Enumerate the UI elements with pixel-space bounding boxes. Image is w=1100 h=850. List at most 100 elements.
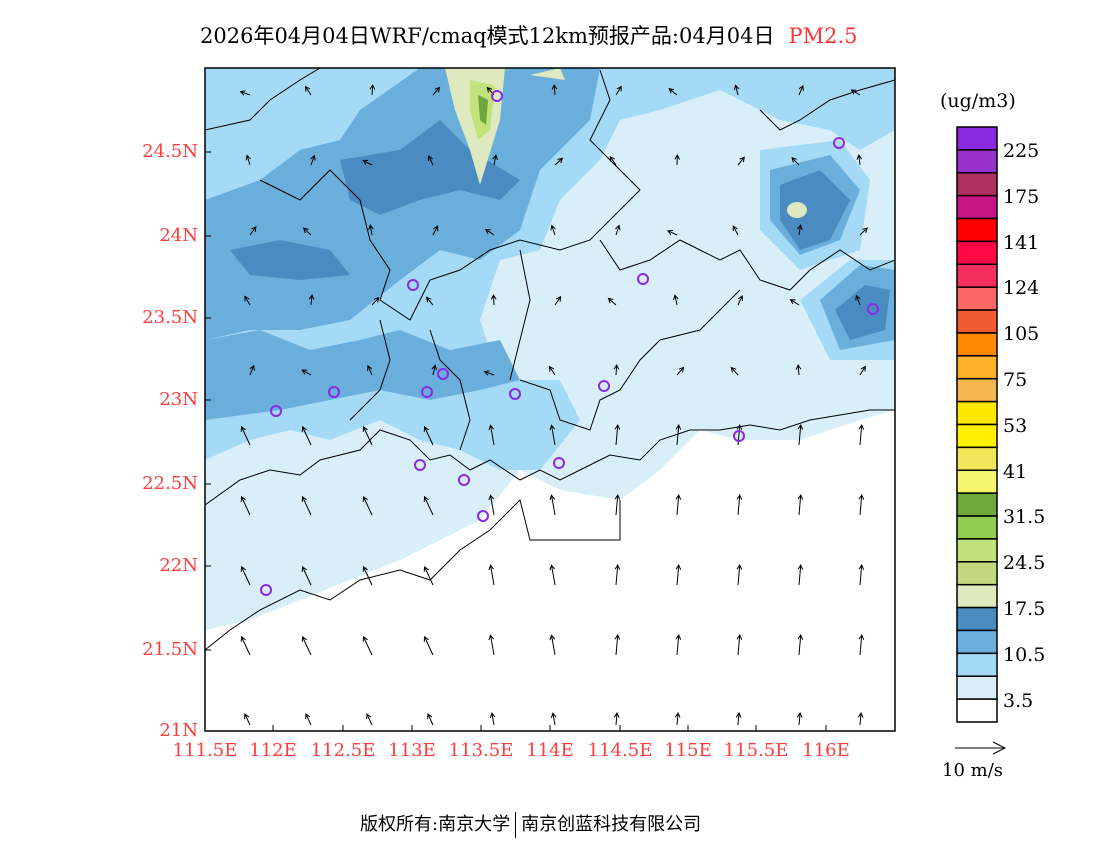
station-marker[interactable] xyxy=(270,405,282,417)
colorbar-swatch xyxy=(956,538,998,563)
wind-arrow xyxy=(798,84,804,96)
latitude-label: 22N xyxy=(159,555,198,576)
footer-divider xyxy=(515,812,517,838)
wind-arrow xyxy=(301,635,312,656)
latitude-label: 21N xyxy=(159,720,198,741)
longitude-label: 114.5E xyxy=(587,740,653,761)
colorbar-swatch xyxy=(956,309,998,334)
wind-arrow xyxy=(789,299,800,306)
wind-arrow xyxy=(423,495,434,516)
copyright-right: 南京创蓝科技有限公司 xyxy=(521,814,702,835)
wind-arrow xyxy=(737,156,745,166)
wind-arrow xyxy=(797,224,803,236)
longitude-label: 112.5E xyxy=(310,740,376,761)
longitude-label: 115E xyxy=(664,740,712,761)
station-marker[interactable] xyxy=(491,90,503,102)
station-marker[interactable] xyxy=(328,386,340,398)
colorbar-label: 17.5 xyxy=(1003,598,1046,620)
colorbar-label: 105 xyxy=(1003,323,1040,346)
wind-arrow xyxy=(858,494,865,516)
wind-arrow xyxy=(675,564,682,586)
colorbar-swatch xyxy=(956,515,998,540)
wind-arrow xyxy=(607,297,617,306)
wind-arrow xyxy=(240,565,251,586)
wind-arrow xyxy=(797,494,804,516)
wind-arrow xyxy=(483,370,495,376)
wind-arrow xyxy=(362,495,373,516)
wind-arrow xyxy=(613,363,620,376)
longitude-label: 112E xyxy=(249,740,297,761)
colorbar-label: 124 xyxy=(1003,277,1040,300)
wind-arrow xyxy=(735,712,742,726)
longitude-label: 113E xyxy=(388,740,436,761)
station-marker[interactable] xyxy=(407,279,419,291)
concentration-field xyxy=(205,68,895,731)
wind-arrow xyxy=(666,229,678,236)
wind-arrow xyxy=(244,295,251,306)
station-marker[interactable] xyxy=(833,137,845,149)
colorbar-label: 53 xyxy=(1003,414,1028,437)
wind-arrow xyxy=(304,85,312,96)
wind-arrow xyxy=(488,424,495,446)
wind-arrow xyxy=(308,294,315,306)
colorbar-swatch xyxy=(956,583,998,609)
station-marker[interactable] xyxy=(437,368,449,380)
copyright-footer: 版权所有:南京大学 南京创蓝科技有限公司 xyxy=(360,810,701,838)
wind-arrow xyxy=(736,494,743,516)
wind-arrow xyxy=(367,364,373,376)
colorbar-swatch xyxy=(956,629,998,655)
station-marker[interactable] xyxy=(733,430,745,442)
wind-arrow xyxy=(614,564,621,586)
wind-arrow xyxy=(548,365,556,376)
station-marker[interactable] xyxy=(637,273,649,285)
colorbar xyxy=(956,126,998,723)
wind-arrow xyxy=(484,228,495,236)
wind-arrow xyxy=(859,227,868,236)
longitude-label: 116E xyxy=(802,740,850,761)
station-marker[interactable] xyxy=(458,474,470,486)
wind-arrow xyxy=(549,634,556,656)
longitude-label: 111.5E xyxy=(172,740,238,761)
wind-arrow xyxy=(245,154,252,166)
wind-arrow xyxy=(425,296,434,306)
wind-arrow xyxy=(856,154,863,166)
station-marker[interactable] xyxy=(509,388,521,400)
wind-arrow xyxy=(736,634,743,656)
wind-arrow xyxy=(614,494,621,516)
wind-arrow xyxy=(432,86,441,96)
wind-arrow xyxy=(795,363,802,376)
colorbar-swatch xyxy=(956,377,998,403)
station-marker[interactable] xyxy=(414,459,426,471)
station-marker[interactable] xyxy=(553,457,565,469)
wind-arrow xyxy=(551,83,558,96)
pollutant-label: PM2.5 xyxy=(788,24,858,48)
wind-arrow xyxy=(362,425,373,446)
colorbar-swatch xyxy=(956,446,998,472)
wind-arrow xyxy=(674,153,681,166)
wind-arrow xyxy=(369,83,376,96)
wind-arrow xyxy=(301,565,312,586)
station-marker[interactable] xyxy=(421,386,433,398)
wind-arrow xyxy=(423,425,434,446)
wind-arrow xyxy=(550,712,557,726)
station-marker[interactable] xyxy=(867,303,879,315)
wind-arrow xyxy=(362,565,373,586)
colorbar-swatch xyxy=(956,355,998,380)
wind-arrow xyxy=(432,225,439,236)
wind-arrow xyxy=(850,89,861,96)
station-marker[interactable] xyxy=(598,380,610,392)
wind-arrow xyxy=(797,564,804,586)
field-17-5-b xyxy=(205,330,520,420)
colorbar-swatch xyxy=(956,675,998,700)
wind-arrow xyxy=(371,296,380,306)
station-marker[interactable] xyxy=(260,584,272,596)
colorbar-label: 10.5 xyxy=(1003,643,1046,666)
colorbar-swatch xyxy=(956,194,998,220)
station-marker[interactable] xyxy=(477,510,489,522)
wind-arrow xyxy=(488,494,495,516)
map-title: 2026年04月04日WRF/cmaq模式12km预报产品:04月04日 PM2.… xyxy=(200,20,857,50)
wind-arrow xyxy=(240,425,251,446)
wind-arrow xyxy=(549,564,556,586)
colorbar-swatch xyxy=(956,217,998,243)
